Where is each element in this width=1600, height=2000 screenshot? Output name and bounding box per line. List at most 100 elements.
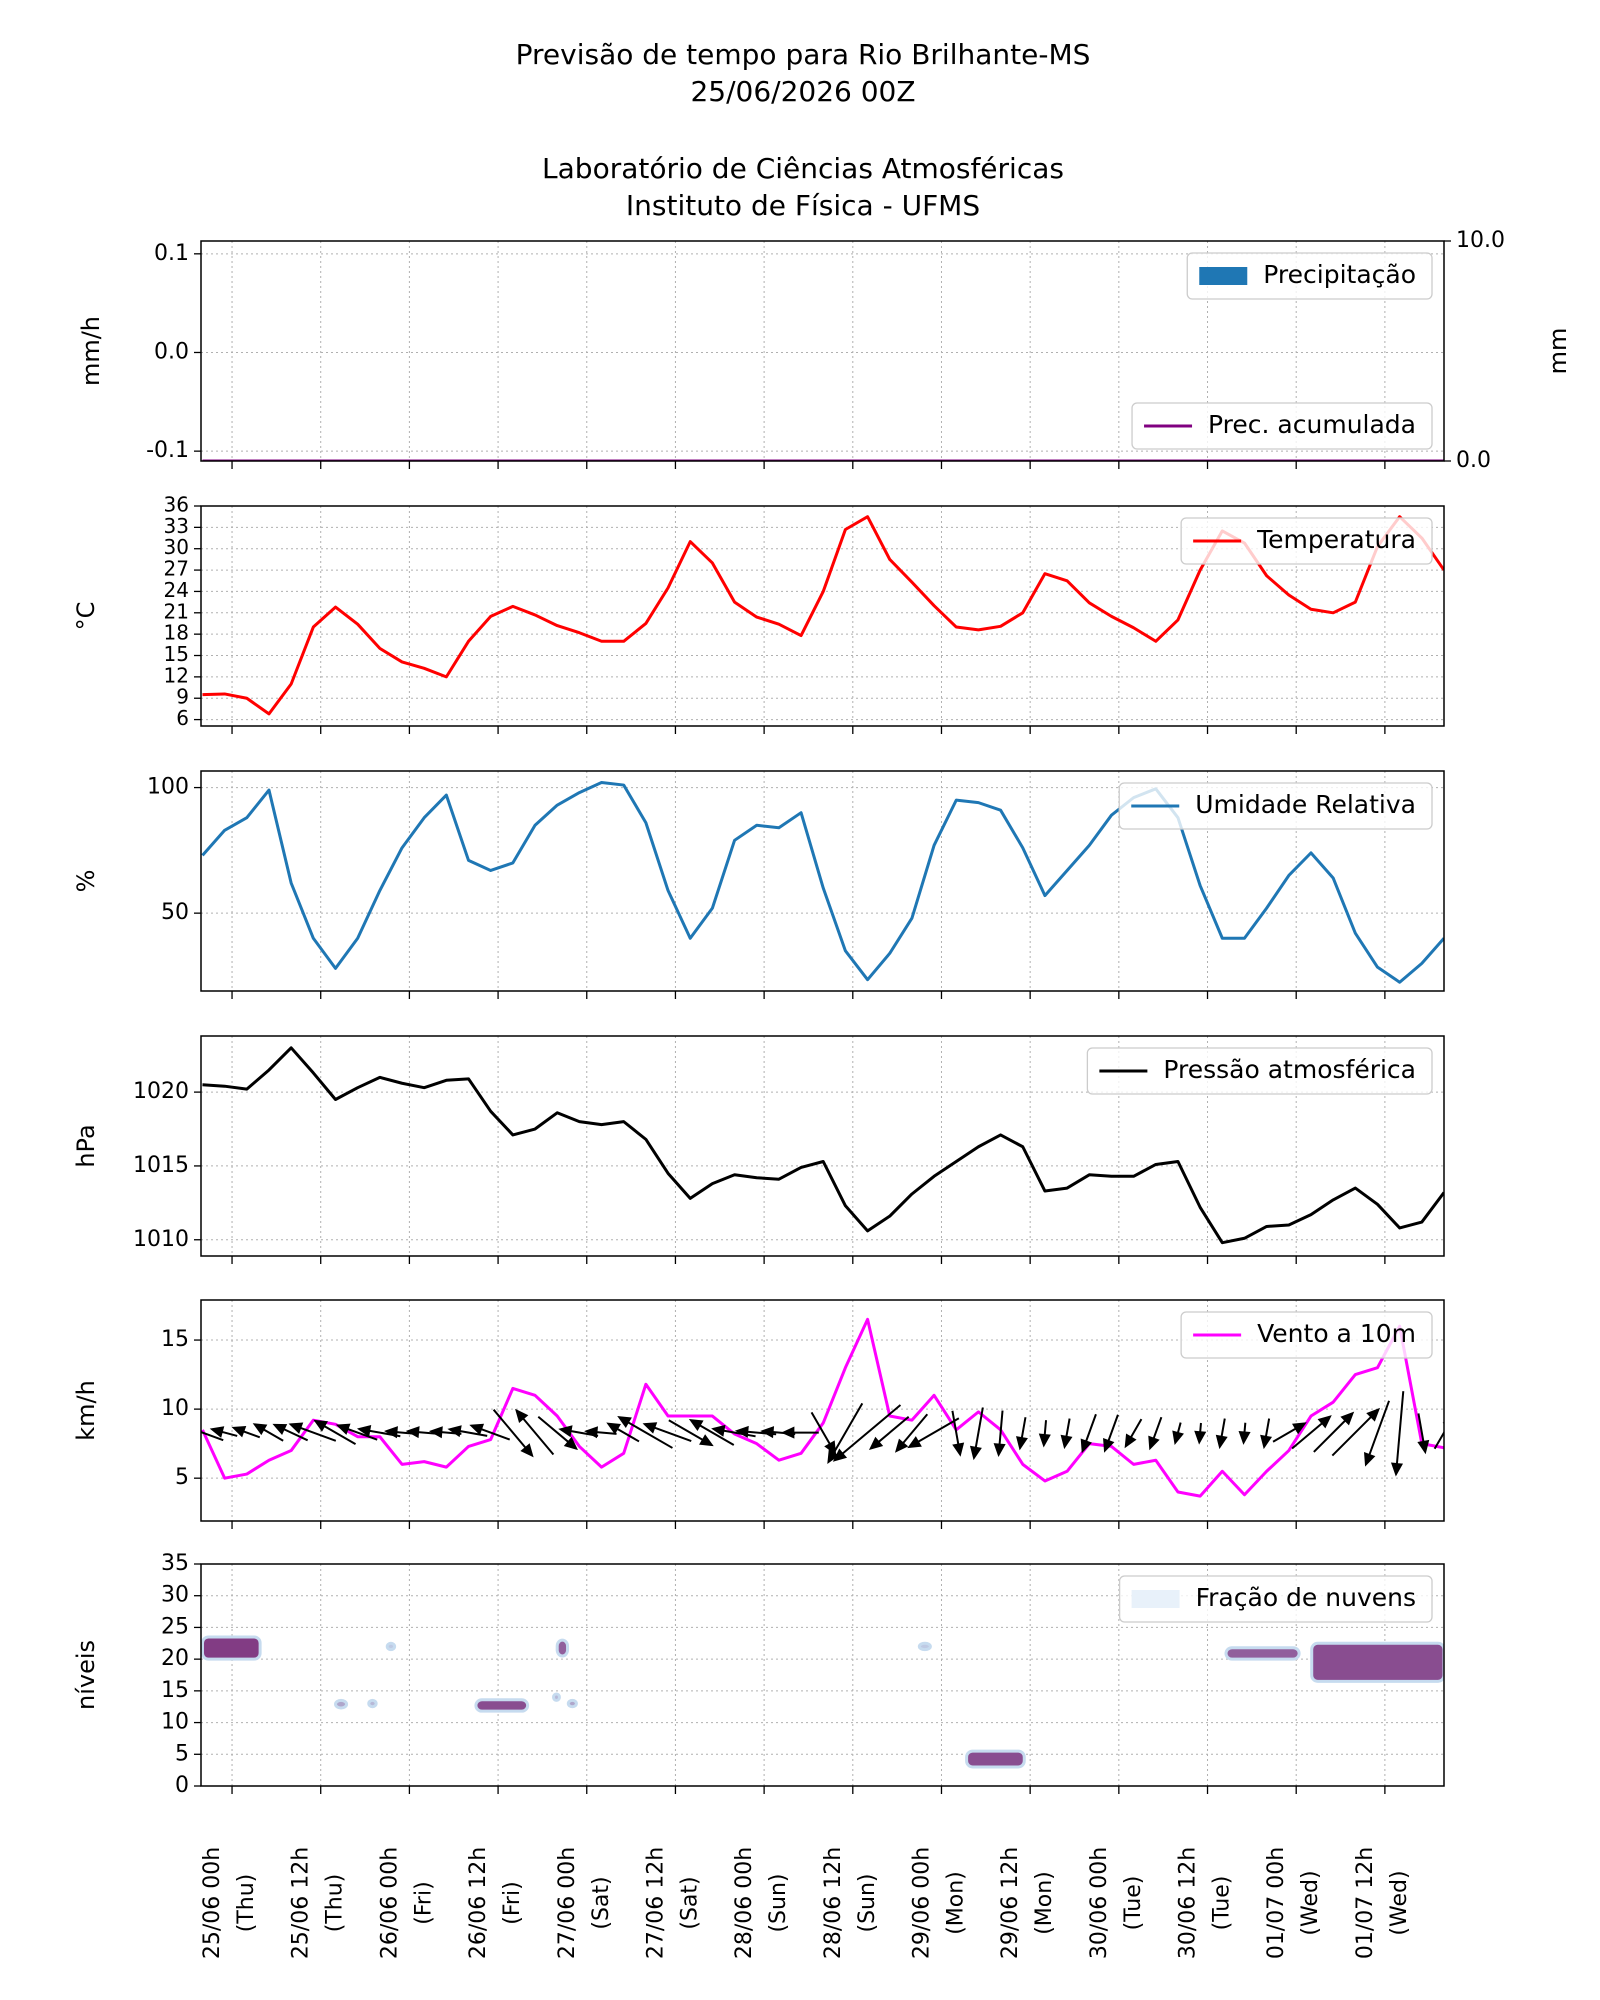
x-tick-day: (Mon) [1032, 1871, 1057, 1935]
legend-box [1180, 1311, 1433, 1359]
legend-box [1086, 1047, 1433, 1095]
x-tick-label: 25/06 12h [289, 1847, 314, 1959]
y-tick-label: 18 [164, 621, 189, 645]
x-tick-day: (Thu) [234, 1874, 259, 1933]
x-tick-day: (Thu) [323, 1874, 348, 1933]
legend-box [1131, 402, 1433, 450]
legend-handle [1199, 267, 1248, 285]
x-tick-day: (Tue) [1210, 1876, 1235, 1931]
legend-label: Pressão atmosférica [1163, 1055, 1416, 1084]
y-tick-label: 15 [161, 1327, 189, 1352]
wind-arrow [537, 1415, 578, 1451]
wind-arrow [492, 1409, 534, 1458]
y-tick-label: 0.1 [154, 241, 189, 266]
y-tick-label: 9 [176, 685, 189, 709]
wind-arrow [1080, 1413, 1097, 1454]
legend-box [1118, 1575, 1433, 1623]
y-tick-label: 15 [164, 642, 189, 666]
wind-arrow [515, 1408, 555, 1456]
legend-label: Vento a 10m [1257, 1319, 1416, 1348]
title: Instituto de Física - UFMS [626, 189, 980, 222]
wind-arrow [668, 1419, 714, 1447]
wind-arrow [1215, 1418, 1228, 1450]
y-tick-label: 12 [164, 663, 189, 687]
x-tick-label: 29/06 12h [998, 1847, 1023, 1959]
axes-frame [200, 1299, 1445, 1522]
wind-arrow [688, 1419, 735, 1446]
x-tick-label: 01/07 12h [1353, 1847, 1378, 1959]
x-tick-label: 27/06 12h [643, 1847, 668, 1959]
x-tick-label: 30/06 12h [1176, 1847, 1201, 1959]
wind-arrow [1272, 1422, 1307, 1443]
wind-arrow [1038, 1420, 1051, 1448]
wind-arrow [1172, 1422, 1184, 1446]
x-tick-day: (Sun) [766, 1873, 791, 1932]
cloud-patch [965, 1749, 1026, 1769]
y-tick-label: 50 [161, 900, 189, 925]
wind-arrow [832, 1404, 902, 1462]
legend: Fração de nuvens [1118, 1575, 1433, 1623]
axes-frame [200, 1563, 1445, 1787]
wind-arrow [1238, 1422, 1251, 1445]
x-tick-label: 26/06 12h [466, 1847, 491, 1959]
legend-label: Umidade Relativa [1195, 790, 1416, 819]
cloud-patch [555, 1638, 570, 1658]
series-line [202, 1046, 1444, 1245]
legend: Temperatura [1180, 517, 1433, 565]
wind-arrow [1060, 1418, 1073, 1450]
axes-frame [200, 505, 1445, 727]
legend: Prec. acumulada [1131, 402, 1433, 450]
x-tick-label: 01/07 00h [1264, 1847, 1289, 1959]
plot-area [202, 1046, 1444, 1245]
plot-area [201, 1635, 1444, 1769]
y-tick-label: 5 [175, 1741, 189, 1766]
x-tick-day: (Mon) [943, 1871, 968, 1935]
x-tick-day: (Fri) [500, 1881, 525, 1924]
wind-arrow [252, 1423, 284, 1442]
cloud-patch [1224, 1646, 1301, 1661]
axes-frame [200, 1035, 1445, 1257]
wind-arrow [711, 1424, 756, 1438]
wind-arrow [1148, 1416, 1163, 1451]
cloud-patch [367, 1698, 378, 1709]
y-tick-label: 30 [164, 535, 189, 559]
y-axis-label: hPa [72, 1124, 100, 1167]
plot-area [201, 1317, 1444, 1498]
wind-arrow [993, 1410, 1006, 1458]
wind-arrow [1313, 1411, 1355, 1453]
y2-tick-label: 0.0 [1456, 448, 1491, 473]
wind-arrow [1103, 1414, 1119, 1453]
wind-arrow [1390, 1391, 1405, 1477]
wind-arrow [780, 1426, 819, 1439]
wind-arrow [827, 1402, 864, 1464]
wind-arrow [617, 1416, 673, 1449]
wind-arrow [447, 1425, 488, 1438]
y-tick-label: 25 [161, 1614, 189, 1639]
y2-axis-label: mm [1544, 328, 1572, 375]
wind-arrow [313, 1419, 357, 1446]
wind-arrow [810, 1411, 837, 1455]
legend: Vento a 10m [1180, 1311, 1433, 1359]
y-axis-label: km/h [72, 1380, 100, 1441]
y-tick-label: 15 [161, 1678, 189, 1703]
y-tick-label: 0.0 [154, 339, 189, 364]
wind-arrow [584, 1426, 617, 1439]
x-tick-label: 30/06 00h [1087, 1847, 1112, 1959]
y-axis-label: mm/h [77, 316, 105, 386]
x-tick-label: 28/06 00h [732, 1847, 757, 1959]
wind-arrow [1364, 1400, 1390, 1467]
y-tick-label: 10 [161, 1710, 189, 1735]
wind-arrow [606, 1422, 640, 1443]
y-tick-label: 1015 [133, 1153, 189, 1178]
wind-arrow [231, 1425, 261, 1439]
legend-label: Precipitação [1263, 260, 1416, 289]
legend-box [1118, 782, 1433, 830]
wind-arrow [1291, 1415, 1332, 1450]
y-tick-label: 24 [164, 578, 189, 602]
wind-arrow [1194, 1422, 1207, 1445]
x-tick-day: (Tue) [1121, 1876, 1146, 1931]
wind-arrow [201, 1430, 224, 1442]
title: Laboratório de Ciências Atmosféricas [542, 152, 1064, 185]
y-tick-label: 30 [161, 1583, 189, 1608]
